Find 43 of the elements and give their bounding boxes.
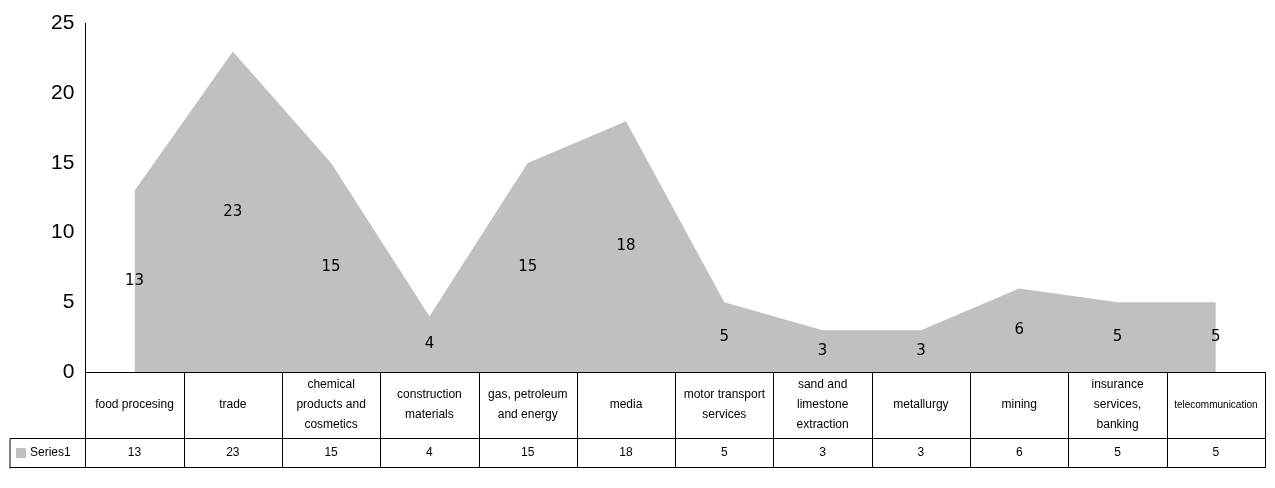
annotation: 13 (124, 271, 145, 290)
y-tick-label: 20 (51, 80, 75, 104)
x-tick-label: metallurgy (893, 397, 949, 412)
y-tick-label: 10 (51, 219, 75, 243)
data-label: 5 (720, 445, 728, 460)
x-tick-label: construction materials (397, 387, 462, 422)
annotation: 6 (1014, 320, 1025, 339)
y-tick-label: 25 (51, 10, 75, 34)
data-label: 13 (127, 445, 142, 460)
annotation: 4 (424, 334, 435, 353)
x-tick-label: trade (219, 397, 247, 412)
data-label: 3 (819, 445, 827, 460)
data-label: 18 (619, 445, 634, 460)
data-label: 23 (226, 445, 240, 460)
annotation: 5 (719, 327, 730, 346)
data-label: 15 (324, 445, 339, 460)
annotation: 23 (223, 201, 243, 220)
annotation: 5 (1112, 327, 1123, 346)
data-label: 4 (426, 445, 434, 460)
x-tick-label: insurance services, banking (1091, 377, 1144, 432)
x-tick-label: mining (1001, 397, 1037, 412)
data-label: 3 (917, 445, 925, 460)
data-label: 5 (1212, 445, 1220, 460)
annotation: 18 (616, 236, 636, 255)
legend-label: Series1 (30, 445, 72, 460)
x-tick-label: chemical products and cosmetics (296, 377, 366, 432)
annotation: 3 (916, 340, 926, 359)
data-label: 6 (1015, 445, 1023, 460)
y-tick-label: 0 (62, 358, 75, 382)
y-tick-label: 15 (51, 149, 75, 173)
x-tick-label: telecommunication (1174, 398, 1258, 410)
x-tick-label: gas, petroleum and energy (488, 387, 568, 422)
x-tick-label: media (609, 397, 643, 412)
x-tick-label: motor transport services (683, 387, 766, 422)
data-label: 5 (1114, 445, 1122, 460)
annotation: 3 (817, 340, 828, 359)
y-tick-label: 5 (62, 289, 75, 313)
data-label: 15 (521, 445, 535, 460)
annotation: 15 (518, 257, 538, 276)
annotation: 5 (1211, 327, 1221, 346)
annotation: 15 (321, 257, 341, 276)
x-tick-label: food procesing (95, 397, 174, 412)
x-tick-label: sand and limestone extraction (796, 377, 849, 432)
